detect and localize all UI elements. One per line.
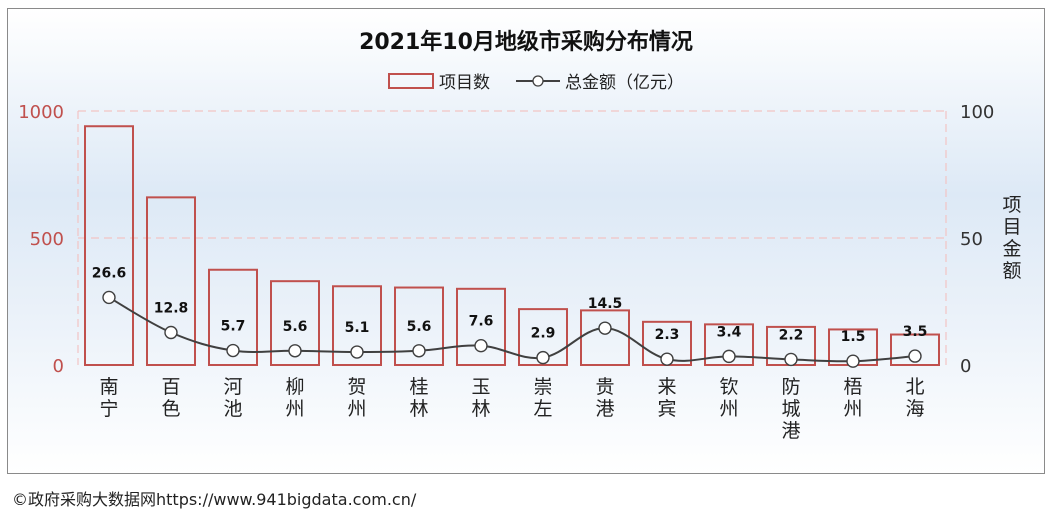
right-tick-label: 50: [960, 229, 983, 250]
data-label-7: 2.9: [531, 326, 556, 342]
bar-1: [146, 196, 196, 366]
left-tick-label: 500: [30, 229, 64, 250]
right-tick-label: 100: [960, 102, 994, 123]
category-label-5: 桂林: [409, 376, 428, 420]
category-label-13: 北海: [905, 376, 924, 420]
category-label-11: 防城港: [781, 376, 800, 442]
data-label-12: 1.5: [841, 329, 866, 345]
chart-svg: 2021年10月地级市采购分布情况 项目数 总金额（亿元） 26.6 12.8 5.7…: [8, 9, 1044, 473]
category-label-7: 崇左: [533, 376, 552, 420]
data-label-2: 5.7: [221, 319, 246, 335]
data-label-9: 2.3: [655, 327, 680, 343]
chart-title: 2021年10月地级市采购分布情况: [359, 29, 693, 55]
data-label-8: 14.5: [588, 296, 623, 312]
category-label-4: 贺州: [347, 376, 366, 420]
legend: 项目数 总金额（亿元）: [388, 73, 684, 93]
line-point-8: [598, 321, 612, 335]
bar-13: [890, 333, 940, 366]
data-label-4: 5.1: [345, 320, 370, 336]
legend-bar-swatch: [388, 73, 434, 89]
line-point-11: [784, 352, 798, 367]
axes-layer: 0 500 1000 0 50 100 项目金额南宁百色河池柳州贺州桂林玉林崇左贵港来宾钦州…: [18, 102, 1021, 442]
line-point-12: [846, 354, 860, 368]
data-label-0: 26.6: [92, 265, 127, 281]
bar-6: [456, 287, 506, 366]
line-point-13: [908, 349, 922, 363]
right-tick-label: 0: [960, 356, 971, 377]
bar-10: [704, 323, 754, 366]
data-label-6: 7.6: [469, 314, 494, 330]
data-label-10: 3.4: [717, 324, 742, 340]
line-point-4: [350, 345, 364, 359]
category-label-8: 贵港: [595, 376, 614, 420]
line-point-0: [102, 290, 116, 305]
category-label-9: 来宾: [657, 376, 676, 420]
grid-layer: [77, 110, 947, 365]
line-point-7: [536, 350, 550, 365]
line-point-6: [474, 338, 488, 353]
data-label-11: 2.2: [779, 327, 804, 343]
category-label-1: 百色: [161, 376, 180, 420]
data-label-13: 3.5: [903, 324, 928, 340]
data-label-3: 5.6: [283, 319, 308, 335]
bar-5: [394, 286, 444, 366]
line-point-5: [412, 344, 426, 358]
bar-2: [208, 268, 258, 366]
plot-background: [8, 9, 1044, 473]
line-layer: [102, 290, 922, 368]
line-point-2: [226, 343, 240, 358]
line-point-3: [288, 344, 302, 358]
legend-bar-label: 项目数: [439, 73, 490, 93]
category-label-6: 玉林: [471, 376, 490, 420]
category-label-2: 河池: [223, 376, 242, 420]
left-tick-label: 1000: [18, 102, 64, 123]
category-label-12: 梧州: [843, 376, 862, 420]
line-point-10: [722, 349, 736, 364]
category-label-10: 钦州: [719, 376, 738, 420]
chart-frame: 2021年10月地级市采购分布情况 项目数 总金额（亿元） 26.6 12.8 5.7…: [7, 8, 1045, 474]
data-label-1: 12.8: [154, 300, 189, 316]
category-label-0: 南宁: [99, 376, 118, 420]
left-tick-label: 0: [53, 356, 64, 377]
labels-layer: 26.6 12.8 5.7 5.6 5.1 5.6 7.6 2.9 14.5 2.3 3.4 2.2 1…: [92, 265, 928, 345]
bar-4: [332, 285, 382, 367]
bar-0: [84, 125, 134, 366]
category-label-3: 柳州: [285, 376, 304, 420]
legend-line-label: 总金额（亿元）: [565, 73, 684, 93]
line-point-1: [164, 325, 178, 340]
line-point-9: [660, 352, 674, 366]
bar-3: [270, 280, 320, 366]
data-label-5: 5.6: [407, 319, 432, 335]
footer-credit: ©政府采购大数据网https://www.941bigdata.com.cn/: [12, 490, 417, 509]
legend-line-marker: [532, 75, 544, 87]
right-axis-label: 项目金额: [1002, 194, 1021, 282]
bar-7: [518, 308, 568, 366]
